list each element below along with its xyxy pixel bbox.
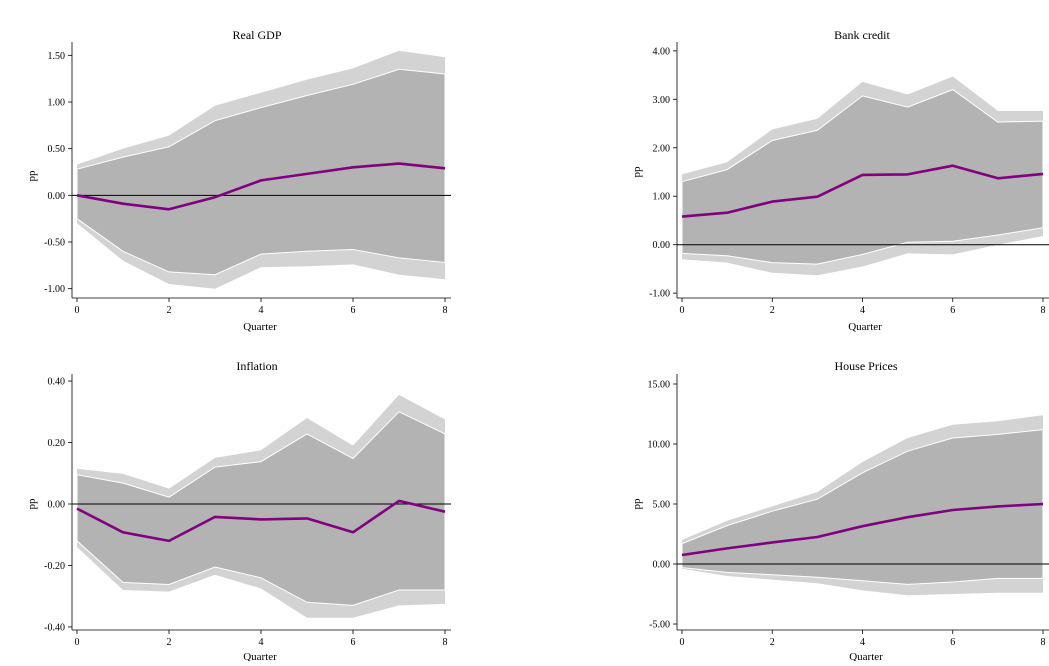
inner-confidence-band — [681, 89, 1044, 265]
y-axis-label: pp — [26, 170, 38, 182]
x-tick-label: 0 — [75, 305, 80, 316]
y-axis-label: pp — [26, 498, 38, 510]
x-tick-label: 4 — [259, 305, 264, 316]
x-axis-label: Quarter — [243, 651, 277, 661]
y-axis-label: pp — [631, 166, 643, 178]
x-tick-label: 8 — [1041, 305, 1046, 316]
x-tick-label: 0 — [680, 637, 685, 648]
y-tick-label: 3.00 — [653, 95, 671, 106]
x-tick-label: 6 — [950, 305, 955, 316]
y-tick-label: 0.50 — [48, 144, 66, 155]
impulse-response-line — [681, 164, 1044, 218]
panel-bank-credit: Bank credit pp Quarter -1.00 0.00 1.00 2.00… — [607, 14, 1049, 337]
x-axis-label: Quarter — [848, 321, 882, 333]
x-tick-label: 6 — [351, 637, 356, 648]
y-tick-label: -1.00 — [649, 289, 670, 300]
panel-title: Inflation — [236, 359, 277, 373]
inner-confidence-band — [76, 68, 446, 276]
y-tick-label: 15.00 — [648, 380, 671, 391]
y-tick-label: 0.20 — [48, 438, 66, 449]
x-tick-label: 0 — [680, 305, 685, 316]
x-tick-label: 4 — [860, 637, 865, 648]
inner-confidence-band — [76, 411, 446, 606]
y-tick-label: -0.20 — [44, 561, 65, 572]
y-tick-label: 10.00 — [648, 440, 671, 451]
x-tick-label: 0 — [75, 637, 80, 648]
y-tick-label: 0.00 — [653, 240, 671, 251]
y-tick-label: 2.00 — [653, 143, 671, 154]
y-tick-label: -5.00 — [649, 620, 670, 631]
impulse-response-line — [681, 502, 1044, 557]
panel-title: Real GDP — [233, 28, 282, 42]
x-tick-label: 6 — [351, 305, 356, 316]
panel-title: Bank credit — [834, 28, 890, 42]
x-axis-label: Quarter — [849, 651, 883, 661]
y-tick-label: 0.00 — [653, 560, 671, 571]
x-tick-label: 4 — [860, 305, 865, 316]
inner-confidence-band — [681, 429, 1044, 585]
y-tick-label: 0.00 — [48, 500, 66, 511]
x-tick-label: 2 — [167, 637, 172, 648]
x-tick-label: 8 — [443, 637, 448, 648]
x-tick-label: 8 — [1041, 637, 1046, 648]
panel-house-prices: House Prices pp Quarter -5.00 0.00 5.00 10.… — [607, 347, 1049, 663]
y-tick-label: 1.50 — [48, 51, 66, 62]
x-tick-label: 8 — [443, 305, 448, 316]
x-tick-label: 2 — [167, 305, 172, 316]
y-tick-label: 0.00 — [48, 191, 66, 202]
y-tick-label: 5.00 — [653, 500, 671, 511]
y-tick-label: 4.00 — [653, 46, 671, 57]
x-tick-label: 2 — [770, 637, 775, 648]
y-tick-label: 1.00 — [48, 98, 66, 109]
x-tick-label: 6 — [950, 637, 955, 648]
x-tick-label: 2 — [770, 305, 775, 316]
panel-real-gdp: Real GDP pp Quarter -1.00 -0.50 0.00 0.50 1.… — [0, 14, 462, 337]
y-tick-label: -0.50 — [44, 238, 65, 249]
y-tick-label: 1.00 — [653, 192, 671, 203]
y-tick-label: 0.40 — [48, 377, 66, 388]
panel-inflation: Inflation pp Quarter -0.40 -0.20 0.00 0.20 0… — [0, 347, 462, 663]
x-tick-label: 4 — [259, 637, 264, 648]
impulse-response-line — [76, 162, 446, 211]
y-tick-label: -0.40 — [44, 622, 65, 633]
y-tick-label: -1.00 — [44, 284, 65, 295]
y-axis-label: pp — [631, 498, 643, 510]
impulse-response-line — [76, 499, 446, 543]
x-axis-label: Quarter — [243, 321, 277, 333]
panel-title: House Prices — [835, 359, 898, 373]
